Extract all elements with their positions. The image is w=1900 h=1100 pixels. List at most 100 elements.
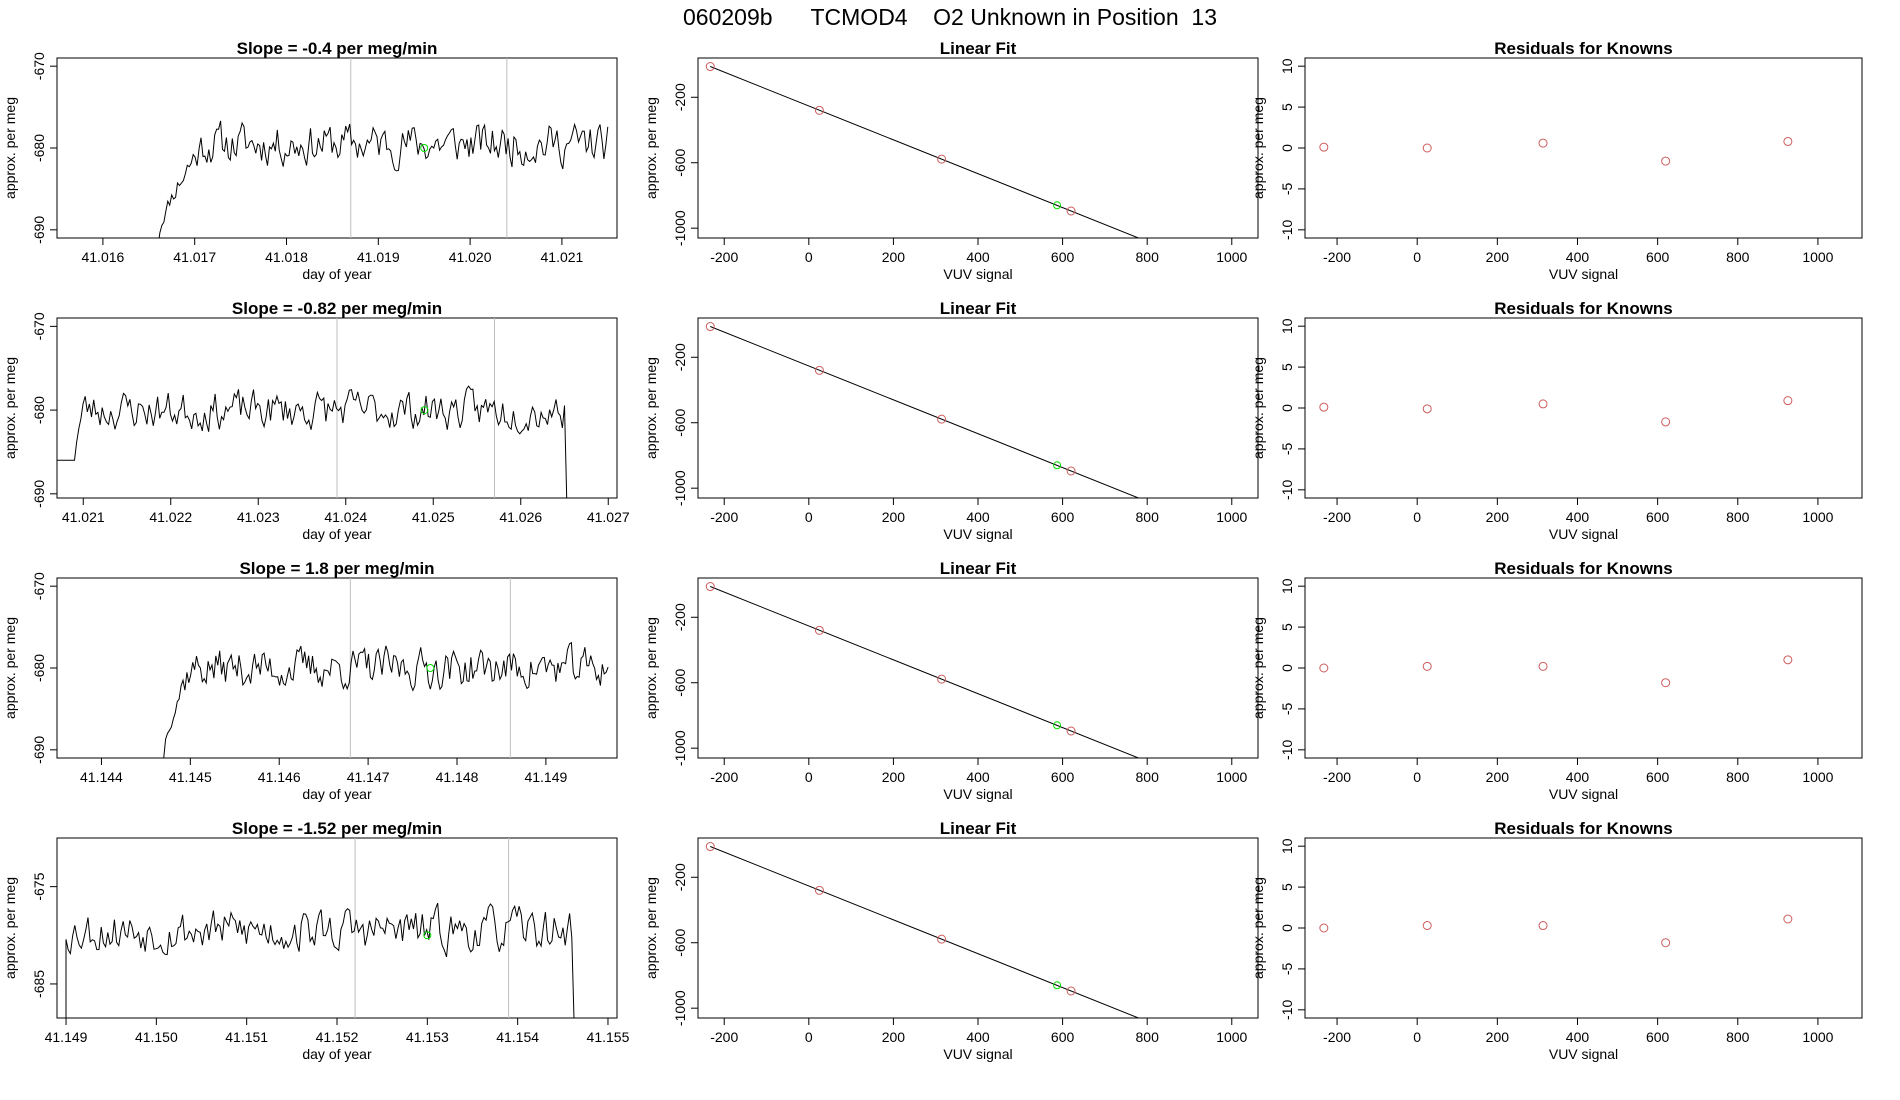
y-axis-label: approx. per meg (2, 877, 18, 979)
known-point (937, 934, 947, 944)
x-tick-label: 200 (882, 1029, 906, 1045)
panel-3-2: Linear Fit -200 0 200 400 600 800 1000 VUV signa… (643, 559, 1259, 802)
y-axis: -690 -680 -670 (31, 312, 57, 508)
x-tick-label: 1000 (1216, 249, 1247, 265)
x-tick-label: 41.149 (45, 1029, 88, 1045)
x-tick-label: 41.020 (449, 249, 492, 265)
known-point (1066, 726, 1076, 736)
plot-frame (56, 577, 618, 759)
known-point (814, 885, 824, 895)
x-tick-label: -200 (710, 1029, 738, 1045)
y-axis-label: approx. per meg (2, 357, 18, 459)
y-tick-label: -5 (1279, 702, 1295, 715)
panel-title: Residuals for Knowns (1494, 559, 1673, 578)
x-axis: -200 0 200 400 600 800 1000 (710, 1018, 1248, 1045)
x-tick-label: 41.022 (149, 509, 192, 525)
x-tick-label: 200 (1486, 1029, 1510, 1045)
x-tick-label: -200 (1323, 1029, 1351, 1045)
x-tick-label: 41.151 (225, 1029, 268, 1045)
x-tick-label: 600 (1051, 769, 1075, 785)
y-tick-label: -680 (31, 396, 47, 424)
known-point (1661, 938, 1671, 948)
y-axis-label: approx. per meg (643, 617, 659, 719)
y-tick-label: -600 (672, 929, 688, 957)
known-point (1422, 143, 1432, 153)
x-axis-label: VUV signal (1549, 526, 1618, 542)
plot-area (65, 838, 575, 1018)
known-point (705, 322, 715, 332)
x-tick-label: 400 (1566, 1029, 1590, 1045)
x-tick-label: 0 (1413, 769, 1421, 785)
x-tick-label: 800 (1726, 769, 1750, 785)
fit-line (710, 66, 1140, 238)
x-tick-label: -200 (1323, 249, 1351, 265)
x-tick-label: -200 (1323, 509, 1351, 525)
known-point (937, 414, 947, 424)
panel-title: Slope = -0.82 per meg/min (232, 299, 442, 318)
y-tick-label: -1000 (672, 990, 688, 1026)
y-tick-label: -1000 (672, 470, 688, 506)
x-tick-label: 41.145 (169, 769, 212, 785)
y-tick-label: -5 (1279, 182, 1295, 195)
plot-frame (697, 57, 1259, 239)
y-tick-label: -5 (1279, 962, 1295, 975)
x-tick-label: 41.148 (436, 769, 479, 785)
x-axis-label: day of year (302, 526, 372, 542)
x-tick-label: 800 (1726, 1029, 1750, 1045)
x-tick-label: 800 (1136, 509, 1160, 525)
x-tick-label: 0 (805, 509, 813, 525)
known-point (1783, 655, 1793, 665)
x-tick-label: 41.019 (357, 249, 400, 265)
y-tick-label: -670 (31, 312, 47, 340)
x-tick-label: 600 (1646, 509, 1670, 525)
y-tick-label: -690 (31, 736, 47, 764)
x-axis-label: VUV signal (943, 266, 1012, 282)
y-tick-label: -5 (1279, 442, 1295, 455)
signal-trace (65, 902, 575, 1018)
known-point (814, 105, 824, 115)
y-tick-label: 5 (1279, 883, 1295, 891)
x-tick-label: 600 (1051, 1029, 1075, 1045)
y-tick-label: -600 (672, 669, 688, 697)
x-tick-label: 41.024 (324, 509, 367, 525)
x-tick-label: 400 (966, 769, 990, 785)
x-tick-label: 800 (1136, 1029, 1160, 1045)
y-tick-label: -1000 (672, 210, 688, 246)
x-tick-label: 1000 (1802, 249, 1833, 265)
x-tick-label: 1000 (1216, 509, 1247, 525)
fit-line (710, 846, 1140, 1018)
x-tick-label: 41.021 (541, 249, 584, 265)
known-point (1538, 138, 1548, 148)
figure-title: 060209b TCMOD4 O2 Unknown in Position 13 (683, 4, 1217, 30)
x-tick-label: 41.150 (135, 1029, 178, 1045)
panel-title: Slope = -1.52 per meg/min (232, 819, 442, 838)
x-axis: 41.149 41.150 41.151 41.152 41.153 41.154 41.1… (45, 1018, 630, 1045)
known-point (1066, 466, 1076, 476)
y-tick-label: -670 (31, 52, 47, 80)
x-axis: 41.021 41.022 41.023 41.024 41.025 41.026 41.0… (62, 498, 630, 525)
fit-line (710, 326, 1140, 498)
y-axis: -1000 -600 -200 (672, 863, 698, 1026)
x-axis-label: VUV signal (1549, 786, 1618, 802)
y-tick-label: 0 (1279, 924, 1295, 932)
y-tick-label: 10 (1279, 838, 1295, 854)
panel-title: Linear Fit (940, 819, 1017, 838)
x-tick-label: 41.016 (81, 249, 124, 265)
x-tick-label: 41.025 (412, 509, 455, 525)
x-tick-label: 41.155 (587, 1029, 630, 1045)
known-point (1661, 156, 1671, 166)
x-tick-label: 400 (1566, 509, 1590, 525)
x-axis-label: VUV signal (943, 1046, 1012, 1062)
panel-title: Linear Fit (940, 39, 1017, 58)
panel-2-2: Linear Fit -200 0 200 400 600 800 1000 VUV signa… (643, 299, 1259, 542)
y-tick-label: -10 (1279, 739, 1295, 759)
x-axis-label: VUV signal (1549, 266, 1618, 282)
known-point (1783, 136, 1793, 146)
known-point (1538, 661, 1548, 671)
x-tick-label: 800 (1726, 249, 1750, 265)
x-tick-label: 1000 (1802, 1029, 1833, 1045)
known-point (1319, 142, 1329, 152)
x-tick-label: 400 (966, 509, 990, 525)
